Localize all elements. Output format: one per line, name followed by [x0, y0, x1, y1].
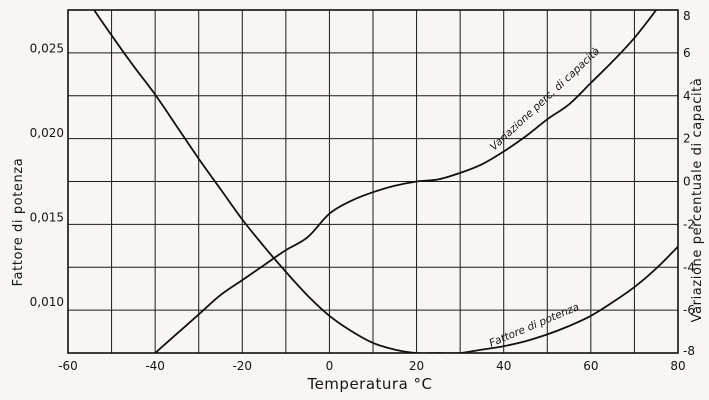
right-axis-title: Variazione percentuale di capacità	[690, 78, 705, 323]
right-tick-label: 8	[683, 9, 691, 23]
x-tick-label: -20	[232, 359, 252, 373]
curves	[93, 10, 678, 353]
series-label-capacity: Variazione perc. di capacità	[488, 45, 602, 153]
right-tick-label: 2	[683, 132, 691, 146]
right-tick-label: -2	[683, 217, 695, 231]
right-tick-label: 0	[683, 175, 691, 189]
x-axis-title: Temperatura °C	[306, 375, 432, 393]
x-tick-label: 0	[326, 359, 334, 373]
x-tick-label: 60	[583, 359, 598, 373]
left-tick-label: 0,010	[30, 295, 64, 309]
x-tick-label: 40	[496, 359, 511, 373]
x-tick-label: -40	[145, 359, 165, 373]
right-tick-label: -8	[683, 344, 695, 358]
left-axis-title: Fattore di potenza	[11, 158, 26, 287]
right-tick-label: 4	[683, 89, 691, 103]
series-line-power-factor	[93, 10, 678, 353]
series-label-power-factor: Fattore di potenza	[487, 301, 580, 350]
left-tick-label: 0,015	[30, 211, 64, 225]
series-line-capacity	[154, 10, 658, 353]
plot-frame	[67, 9, 679, 354]
tick-labels: -60 -40 -20 0 20 40 60 800,0100,0150,0200,02586…	[30, 9, 695, 373]
x-tick-label: -60	[58, 359, 78, 373]
x-tick-label: 80	[670, 359, 685, 373]
grid	[67, 9, 679, 354]
right-tick-label: -6	[683, 303, 695, 317]
right-tick-label: -4	[683, 260, 695, 274]
left-tick-label: 0,020	[30, 126, 64, 140]
x-tick-label: 20	[409, 359, 424, 373]
left-tick-label: 0,025	[30, 42, 64, 56]
right-tick-label: 6	[683, 46, 691, 60]
